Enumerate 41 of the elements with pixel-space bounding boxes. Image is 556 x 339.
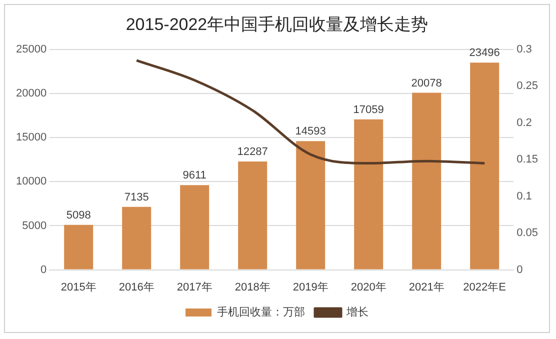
y2-tick-label: 0.1 — [516, 190, 532, 202]
x-tick-label: 2019年 — [292, 281, 328, 294]
legend-label: 增长 — [346, 306, 368, 319]
y2-tick-label: 0 — [516, 264, 523, 276]
x-tick-label: 2017年 — [176, 281, 212, 294]
chart-title: 2015-2022年中国手机回收量及增长走势 — [126, 14, 428, 34]
bar — [412, 92, 442, 270]
data-label: 20078 — [411, 77, 442, 90]
x-tick-label: 2021年 — [408, 281, 444, 294]
x-tick-label: 2016年 — [118, 281, 154, 294]
bar — [180, 185, 210, 270]
bar — [296, 141, 326, 270]
y-tick-label: 10000 — [16, 176, 47, 188]
data-label: 9611 — [182, 170, 206, 182]
x-tick-label: 2018年 — [234, 281, 270, 294]
data-label: 17059 — [353, 104, 384, 116]
x-tick-label: 2022年E — [463, 281, 506, 294]
bar — [470, 62, 500, 270]
x-tick-label: 2015年 — [60, 281, 96, 294]
y-tick-label: 5000 — [22, 220, 47, 232]
data-label: 5098 — [66, 209, 91, 222]
y-tick-label: 25000 — [16, 43, 47, 56]
y-tick-label: 15000 — [16, 132, 47, 144]
data-label: 12287 — [237, 146, 268, 158]
bar — [122, 206, 152, 270]
x-tick-label: 2020年 — [350, 281, 386, 294]
bar — [354, 119, 384, 270]
bar — [64, 224, 94, 270]
y2-tick-label: 0.05 — [516, 227, 538, 240]
data-label: 14593 — [295, 126, 326, 138]
legend-label: 手机回收量：万部 — [217, 306, 305, 319]
data-label: 23496 — [469, 47, 500, 60]
data-label: 7135 — [124, 191, 149, 204]
y-tick-label: 0 — [40, 264, 47, 276]
bar — [238, 161, 268, 270]
line-series — [135, 59, 486, 165]
y2-tick-label: 0.25 — [516, 80, 538, 92]
y-tick-label: 20000 — [16, 88, 47, 100]
y2-tick-label: 0.2 — [516, 116, 532, 129]
y2-tick-label: 0.3 — [516, 43, 532, 56]
y2-tick-label: 0.15 — [516, 154, 538, 166]
